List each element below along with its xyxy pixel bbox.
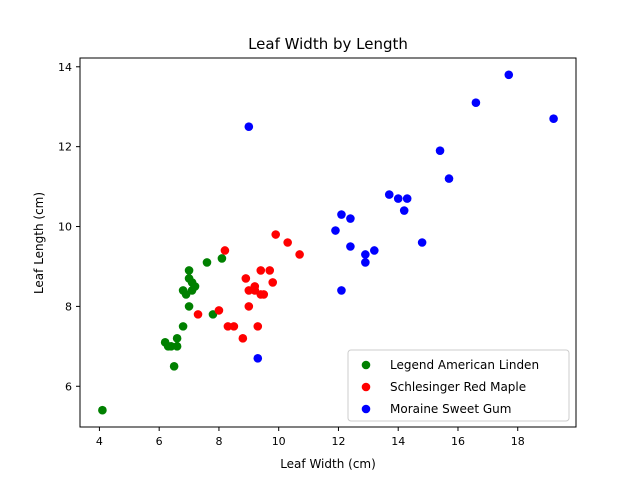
y-tick-label: 6 bbox=[65, 380, 72, 393]
data-point bbox=[402, 194, 412, 203]
data-point bbox=[384, 190, 394, 199]
data-point bbox=[361, 250, 370, 259]
data-point bbox=[268, 278, 278, 287]
data-point bbox=[444, 174, 454, 183]
data-point bbox=[259, 290, 269, 299]
chart-title: Leaf Width by Length bbox=[248, 35, 408, 53]
data-point bbox=[361, 258, 370, 267]
y-tick-label: 14 bbox=[58, 61, 72, 74]
data-point bbox=[184, 266, 194, 275]
data-point bbox=[229, 322, 239, 331]
x-tick-label: 16 bbox=[451, 435, 465, 448]
data-point bbox=[214, 306, 224, 315]
plot-frame bbox=[79, 57, 577, 428]
data-point bbox=[283, 238, 292, 247]
data-point bbox=[549, 114, 558, 124]
series-1 bbox=[98, 254, 227, 415]
series-2 bbox=[193, 230, 304, 343]
x-tick-label: 14 bbox=[391, 435, 405, 448]
data-point bbox=[217, 254, 227, 263]
data-point bbox=[253, 322, 263, 331]
data-point bbox=[241, 274, 251, 283]
data-point bbox=[190, 282, 200, 291]
data-point bbox=[337, 286, 346, 295]
series-3 bbox=[244, 70, 558, 363]
data-point bbox=[178, 322, 188, 331]
y-tick-label: 10 bbox=[58, 221, 72, 234]
data-point bbox=[193, 310, 203, 319]
y-tick-label: 8 bbox=[65, 300, 72, 313]
data-point bbox=[471, 98, 481, 108]
legend-entry-label: Schlesinger Red Maple bbox=[390, 380, 526, 394]
data-point bbox=[172, 334, 182, 343]
data-point bbox=[244, 122, 254, 131]
x-tick-label: 12 bbox=[331, 435, 345, 448]
data-point bbox=[265, 266, 275, 275]
legend-box bbox=[347, 349, 570, 422]
data-point bbox=[172, 342, 182, 351]
data-point bbox=[417, 238, 427, 247]
data-point bbox=[370, 246, 379, 255]
legend-marker bbox=[361, 360, 371, 370]
x-tick-label: 18 bbox=[511, 435, 525, 448]
legend-marker bbox=[361, 382, 371, 392]
data-point bbox=[346, 242, 355, 251]
data-point bbox=[271, 230, 281, 239]
data-point bbox=[399, 206, 409, 215]
data-point bbox=[337, 210, 346, 219]
data-point bbox=[98, 405, 107, 415]
data-point bbox=[238, 334, 248, 343]
data-point bbox=[223, 322, 233, 331]
data-point bbox=[169, 361, 179, 371]
data-point bbox=[331, 226, 340, 235]
data-point bbox=[253, 354, 263, 363]
data-point bbox=[256, 266, 266, 275]
data-point bbox=[504, 70, 514, 80]
data-point bbox=[166, 342, 176, 351]
y-tick-label: 12 bbox=[58, 141, 72, 154]
data-point bbox=[295, 250, 304, 259]
x-tick-label: 6 bbox=[156, 435, 163, 448]
plot-area: 4 6 8 10 12 14 16 18 6 8 10 12 14 bbox=[58, 57, 577, 448]
data-point bbox=[244, 302, 254, 311]
legend: Legend American Linden Schlesinger Red Ma… bbox=[347, 349, 570, 422]
legend-marker bbox=[361, 404, 371, 414]
legend-entry-label: Moraine Sweet Gum bbox=[390, 402, 511, 416]
data-point bbox=[184, 302, 194, 311]
x-tick-label: 8 bbox=[215, 435, 222, 448]
data-point bbox=[220, 246, 230, 255]
x-tick-label: 4 bbox=[96, 435, 103, 448]
data-point bbox=[393, 194, 403, 203]
data-point bbox=[435, 146, 445, 155]
legend-entry-label: Legend American Linden bbox=[390, 358, 539, 372]
data-point bbox=[346, 214, 355, 223]
x-axis-label: Leaf Width (cm) bbox=[280, 457, 376, 471]
y-axis-label: Leaf Length (cm) bbox=[32, 192, 46, 294]
data-point bbox=[202, 258, 212, 267]
x-tick-label: 10 bbox=[272, 435, 286, 448]
